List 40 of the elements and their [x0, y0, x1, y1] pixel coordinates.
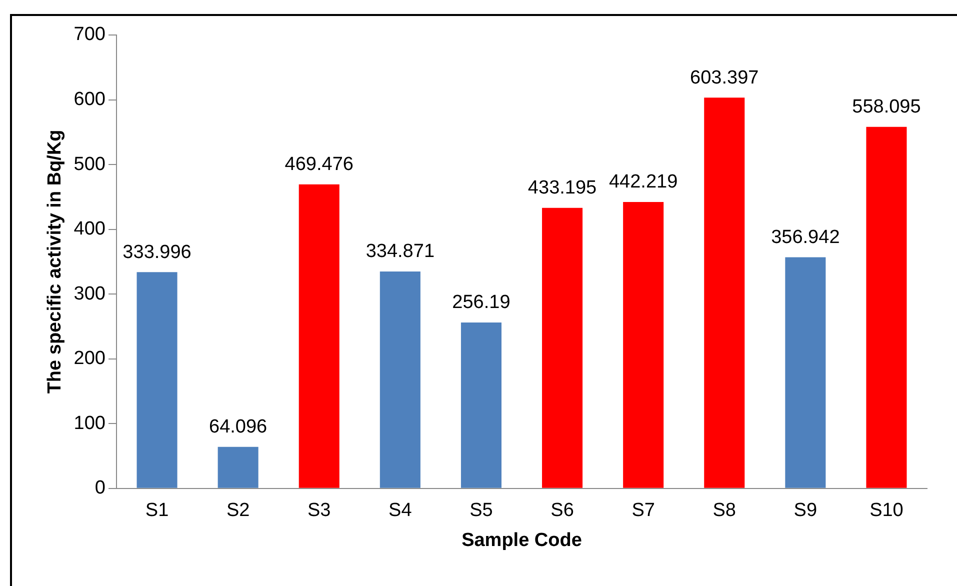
data-label: 256.19: [452, 292, 510, 314]
bar: [380, 272, 420, 488]
x-tick-label: S10: [870, 500, 904, 522]
bar: [785, 257, 826, 488]
x-tick-label: S5: [470, 500, 493, 522]
bar: [704, 98, 745, 488]
data-label: 333.996: [122, 242, 192, 263]
data-label: 469.476: [284, 154, 354, 176]
y-tick-label: 400: [74, 218, 106, 240]
x-tick-label: S3: [308, 500, 331, 522]
data-label: 442.219: [608, 172, 678, 193]
bar: [298, 184, 340, 488]
bar: [460, 322, 502, 488]
bar: [218, 446, 258, 488]
bar: [623, 202, 664, 488]
x-tick-label: S4: [388, 500, 412, 522]
x-tick-label: S6: [550, 500, 574, 522]
y-tick-label: 0: [94, 478, 106, 499]
x-tick-label: S7: [632, 500, 655, 522]
data-label: 334.871: [366, 241, 435, 262]
y-tick-label: 300: [74, 283, 106, 304]
data-label: 356.942: [771, 226, 840, 248]
data-label: 603.397: [690, 67, 759, 88]
y-tick-label: 600: [74, 89, 106, 110]
x-tick-label: S2: [226, 500, 250, 522]
y-axis-title: The specific activity in Bq/Kg: [44, 130, 66, 394]
y-tick-label: 500: [74, 154, 106, 175]
bar: [866, 126, 907, 488]
bar: [136, 272, 178, 488]
x-axis-title: Sample Code: [462, 530, 582, 551]
y-tick-label: 200: [74, 348, 106, 370]
bar: [542, 208, 583, 488]
data-label: 433.195: [528, 178, 597, 199]
x-tick-label: S8: [712, 500, 736, 522]
x-tick-label: S1: [145, 500, 169, 522]
y-tick-label: 700: [74, 24, 106, 46]
y-tick-label: 100: [74, 412, 106, 434]
data-label: 64.096: [209, 416, 268, 438]
data-label: 558.095: [852, 96, 921, 118]
x-tick-label: S9: [794, 500, 818, 522]
